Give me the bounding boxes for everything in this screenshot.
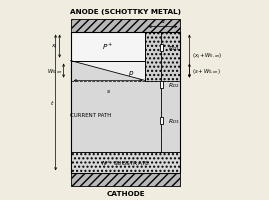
Text: $(s+W_{0,on})$: $(s+W_{0,on})$ xyxy=(192,67,221,75)
Bar xyxy=(71,153,180,173)
Bar xyxy=(71,32,146,61)
Text: $R_{D3}$: $R_{D3}$ xyxy=(168,116,180,125)
Bar xyxy=(160,81,163,89)
Bar xyxy=(146,32,180,81)
Bar xyxy=(160,117,163,125)
Text: $x_j$: $x_j$ xyxy=(51,42,58,51)
Bar xyxy=(71,20,180,32)
Text: $s$: $s$ xyxy=(105,87,111,94)
Text: $R_{D2}$: $R_{D2}$ xyxy=(168,81,180,90)
Text: $(x_j+W_{0,on})$: $(x_j+W_{0,on})$ xyxy=(192,52,222,62)
Text: $t$: $t$ xyxy=(49,99,54,107)
Bar xyxy=(160,45,163,52)
Polygon shape xyxy=(71,61,180,153)
Bar xyxy=(71,173,180,186)
Text: $P^+$: $P^+$ xyxy=(102,42,114,52)
Bar xyxy=(71,32,180,173)
Text: CURRENT PATH: CURRENT PATH xyxy=(70,112,111,117)
Text: ANODE (SCHOTTKY METAL): ANODE (SCHOTTKY METAL) xyxy=(70,9,181,15)
Text: $N^+$ SUBSTRATE: $N^+$ SUBSTRATE xyxy=(101,159,150,167)
Text: $d$: $d$ xyxy=(160,17,166,25)
Text: $R_{D1}$: $R_{D1}$ xyxy=(168,44,180,53)
Text: CATHODE: CATHODE xyxy=(106,190,145,196)
Text: $W_{0,on}$: $W_{0,on}$ xyxy=(47,67,63,75)
Text: $p$: $p$ xyxy=(128,69,135,78)
Bar xyxy=(71,32,180,173)
